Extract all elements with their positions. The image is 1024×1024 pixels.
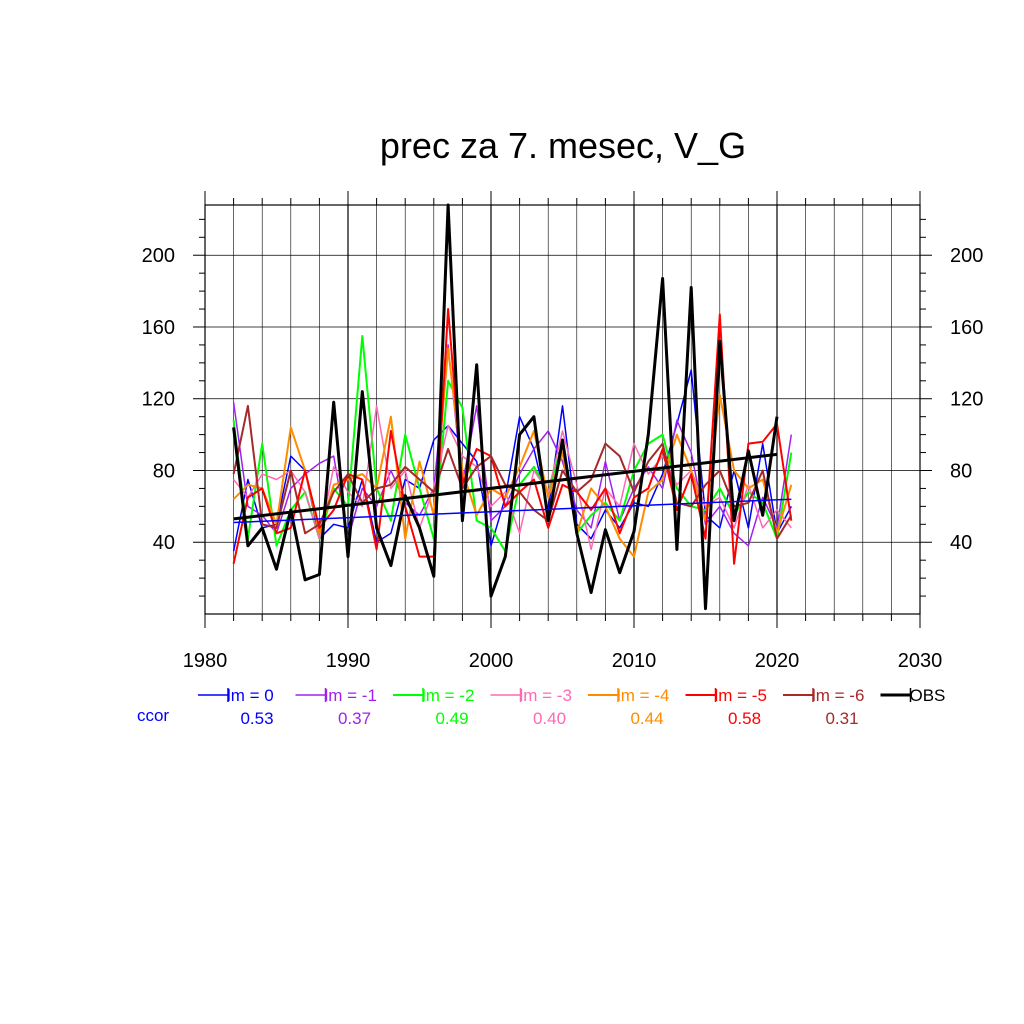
series-lines [232,203,793,611]
legend-label-0: lm = 0 [227,686,274,705]
axis-ticks: 1980 1990 2000 2010 2020 2030 40 40 80 80 120 120 16… [142,191,983,672]
y-tick-label-right: 200 [950,245,983,267]
series-line-7 [232,203,779,611]
x-tick-label: 2000 [469,650,514,672]
y-tick-label-left: 200 [142,245,175,267]
y-tick-label-left: 160 [142,317,175,339]
legend-label-1: lm = -1 [325,686,377,705]
legend-ccor-4: 0.44 [630,709,663,728]
y-tick-label-right: 40 [950,532,972,554]
legend-label-6: lm = -6 [812,686,864,705]
y-tick-label-left: 120 [142,389,175,411]
legend-label-5: lm = -5 [715,686,767,705]
legend-ccor-1: 0.37 [338,709,371,728]
legend-ccor-5: 0.58 [728,709,761,728]
trend-line-0 [233,498,792,524]
legend-label-7: OBS [910,686,946,705]
legend-label-2: lm = -2 [422,686,474,705]
legend: ccor lm = 0 0.53 lm = -1 0.37 lm = -2 0.49 lm =… [137,686,945,728]
chart-title: prec za 7. mesec, V_G [380,125,746,166]
y-tick-label-left: 80 [153,460,175,482]
x-tick-label: 1990 [326,650,371,672]
x-tick-label: 2010 [612,650,657,672]
legend-ccor-3: 0.40 [533,709,566,728]
x-tick-label: 2030 [898,650,943,672]
x-tick-label: 1980 [183,650,228,672]
y-tick-label-right: 120 [950,389,983,411]
grid [205,205,920,614]
legend-label-4: lm = -4 [617,686,669,705]
trend-line-1 [233,452,778,521]
x-tick-label: 2020 [755,650,800,672]
legend-ccor-0: 0.53 [240,709,273,728]
legend-ccor-2: 0.49 [435,709,468,728]
plot-frame [204,204,921,615]
ccor-label: ccor [137,706,169,725]
legend-ccor-6: 0.31 [825,709,858,728]
y-tick-label-left: 40 [153,532,175,554]
y-tick-label-right: 80 [950,460,972,482]
y-tick-label-right: 160 [950,317,983,339]
legend-label-3: lm = -3 [520,686,572,705]
